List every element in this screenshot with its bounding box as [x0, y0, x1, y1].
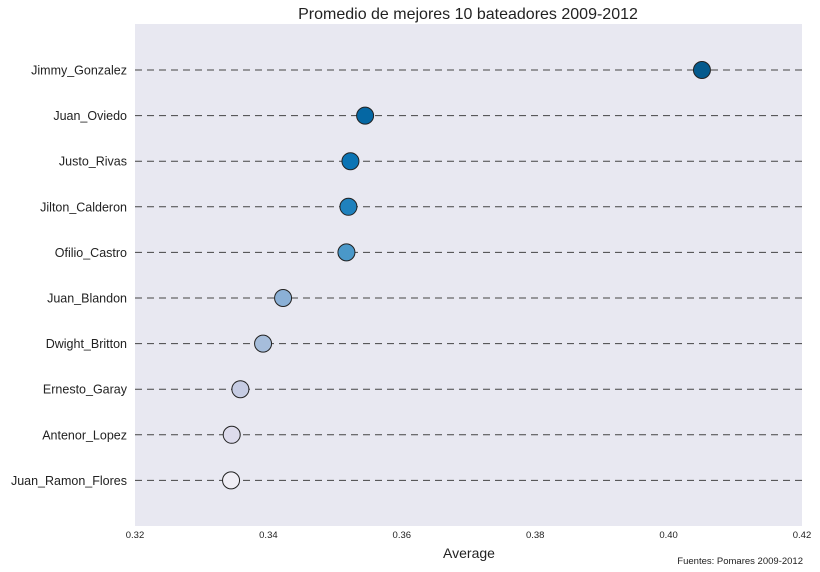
data-point	[692, 61, 711, 79]
x-tick-label: 0.34	[259, 530, 278, 541]
data-point	[356, 106, 375, 125]
y-tick-label: Dwight_Britton	[46, 337, 127, 351]
x-tick-label: 0.38	[526, 530, 545, 541]
data-point	[337, 243, 356, 262]
data-point	[339, 197, 358, 216]
plot-area	[135, 24, 802, 526]
y-tick-label: Jilton_Calderon	[40, 200, 127, 214]
chart-title: Promedio de mejores 10 bateadores 2009-2…	[298, 6, 638, 23]
data-point	[341, 152, 360, 171]
x-tick-label: 0.36	[393, 530, 412, 541]
data-point	[254, 334, 273, 353]
y-tick-label: Jimmy_Gonzalez	[31, 64, 127, 78]
y-tick-label: Antenor_Lopez	[42, 428, 127, 442]
y-tick-label: Juan_Ramon_Flores	[11, 474, 127, 488]
y-tick-label: Juan_Blandon	[47, 292, 127, 306]
data-points	[222, 61, 711, 490]
x-tick-labels: 0.32 0.34 0.36 0.38 0.40 0.42	[126, 530, 812, 541]
data-point	[274, 289, 293, 307]
x-tick-label: 0.32	[126, 530, 145, 541]
data-point	[222, 425, 241, 444]
y-tick-label: Ernesto_Garay	[43, 383, 128, 397]
x-tick-label: 0.42	[793, 530, 812, 541]
y-tick-label: Ofilio_Castro	[55, 246, 127, 260]
y-tick-labels: Jimmy_Gonzalez Juan_Oviedo Justo_Rivas Jilt…	[11, 64, 128, 488]
data-point	[222, 471, 241, 490]
data-point	[231, 380, 250, 399]
x-axis-label: Average	[443, 545, 495, 561]
y-tick-label: Justo_Rivas	[59, 155, 127, 169]
grid-lines	[135, 69, 802, 481]
source-note: Fuentes: Pomares 2009-2012	[677, 556, 803, 567]
x-tick-label: 0.40	[659, 530, 678, 541]
y-tick-label: Juan_Oviedo	[53, 109, 127, 123]
